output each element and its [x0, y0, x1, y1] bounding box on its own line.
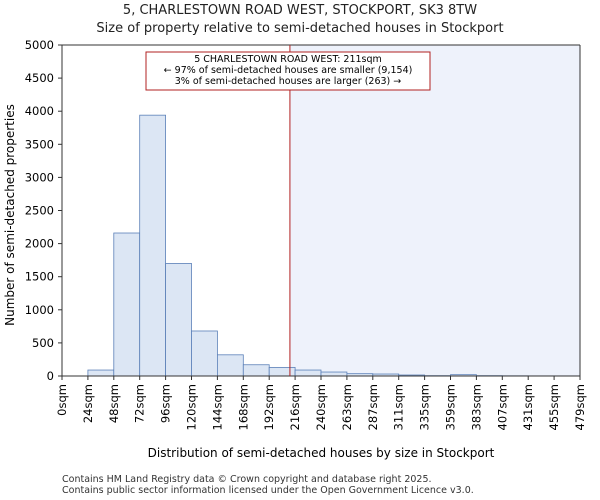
- histogram-bar: [113, 232, 141, 377]
- histogram-bar: [139, 114, 166, 377]
- y-tick-label: 4000: [25, 104, 54, 118]
- histogram-bar: [294, 369, 322, 377]
- y-tick-label: 2500: [25, 204, 54, 218]
- y-tick-label: 3500: [25, 137, 54, 151]
- x-tick-label: 311sqm: [392, 384, 406, 430]
- x-tick-label: 359sqm: [444, 384, 458, 430]
- y-tick-label: 1500: [25, 270, 54, 284]
- x-tick-label: 192sqm: [262, 384, 276, 430]
- x-axis-label: Distribution of semi-detached houses by …: [148, 446, 495, 460]
- x-tick-label: 287sqm: [366, 384, 380, 430]
- annotation-line-3: 3% of semi-detached houses are larger (2…: [175, 76, 402, 87]
- annotation-line-1: 5 CHARLESTOWN ROAD WEST: 211sqm: [194, 54, 382, 65]
- x-tick-label: 168sqm: [236, 384, 250, 430]
- histogram-bar: [165, 263, 192, 377]
- x-tick-label: 431sqm: [521, 384, 535, 430]
- y-axis-label: Number of semi-detached properties: [3, 104, 17, 326]
- x-tick-label: 120sqm: [185, 384, 199, 430]
- x-tick-label: 216sqm: [288, 384, 302, 430]
- annotation-box: 5 CHARLESTOWN ROAD WEST: 211sqm ← 97% of…: [145, 51, 431, 91]
- y-tick-label: 3000: [25, 170, 54, 184]
- histogram-bar: [242, 364, 270, 377]
- y-tick-label: 500: [32, 336, 54, 350]
- x-tick-label: 479sqm: [573, 384, 587, 430]
- histogram-bar: [268, 366, 296, 377]
- footer-credit-1: Contains HM Land Registry data © Crown c…: [62, 474, 432, 485]
- annotation-frame: [145, 51, 431, 91]
- x-tick-label: 263sqm: [340, 384, 354, 430]
- x-tick-label: 240sqm: [314, 384, 328, 430]
- y-tick-label: 4500: [25, 71, 54, 85]
- x-tick-label: 0sqm: [55, 384, 69, 416]
- chart-subtitle: Size of property relative to semi-detach…: [96, 21, 504, 36]
- x-tick-label: 24sqm: [81, 384, 95, 423]
- histogram-bar: [216, 354, 244, 377]
- footer-credit-2: Contains public sector information licen…: [62, 485, 474, 496]
- y-tick-label: 1000: [25, 303, 54, 317]
- x-tick-label: 96sqm: [159, 384, 173, 423]
- histogram-bar: [87, 369, 115, 377]
- y-tick-label: 0: [47, 369, 54, 383]
- x-tick-label: 407sqm: [495, 384, 509, 430]
- larger-region-shade: [289, 45, 580, 376]
- annotation-line-2: ← 97% of semi-detached houses are smalle…: [164, 65, 413, 76]
- histogram-bar: [191, 330, 218, 377]
- y-tick-label: 2000: [25, 237, 54, 251]
- x-tick-label: 72sqm: [133, 384, 147, 423]
- x-tick-label: 455sqm: [547, 384, 561, 430]
- y-tick-label: 5000: [25, 38, 54, 52]
- x-tick-label: 48sqm: [107, 384, 121, 423]
- x-tick-label: 383sqm: [469, 384, 483, 430]
- x-tick-label: 144sqm: [210, 384, 224, 430]
- histogram-bar: [320, 371, 348, 377]
- chart-title: 5, CHARLESTOWN ROAD WEST, STOCKPORT, SK3…: [122, 3, 478, 18]
- x-tick-label: 335sqm: [418, 384, 432, 430]
